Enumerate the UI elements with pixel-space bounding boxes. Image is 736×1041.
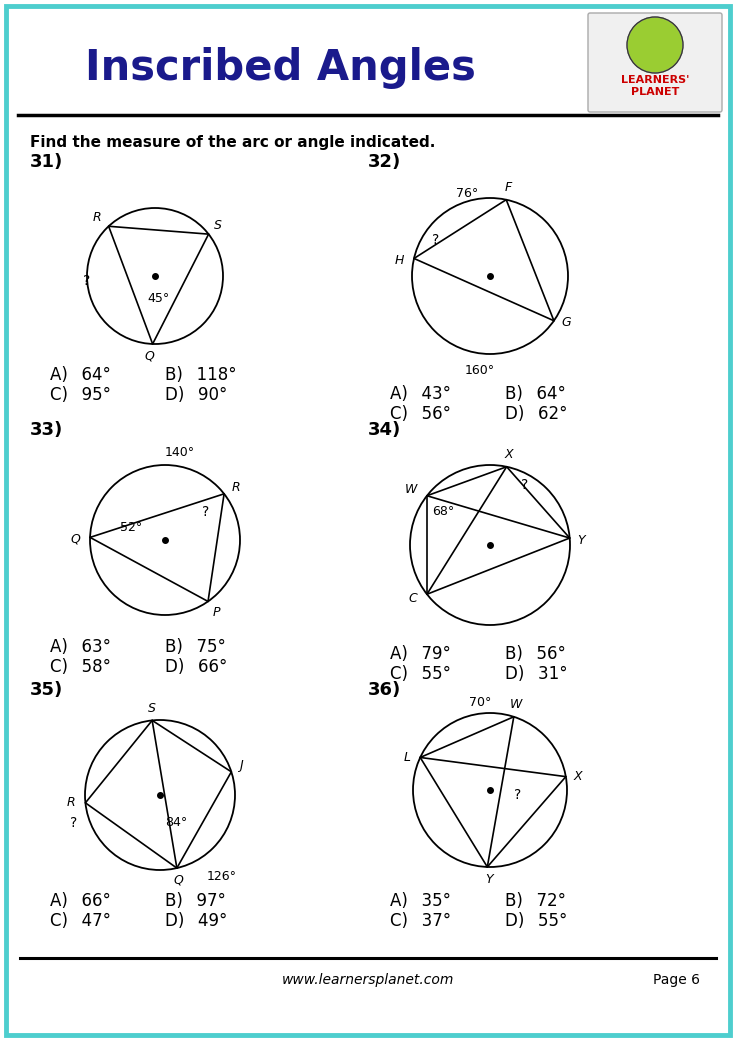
Text: 32): 32) [368,153,401,171]
Text: P: P [213,606,221,619]
Text: B)  97°: B) 97° [165,892,226,910]
Text: Y: Y [486,873,493,887]
Text: 52°: 52° [120,520,142,534]
Text: 36): 36) [368,681,401,699]
Text: B)  118°: B) 118° [165,366,237,384]
Text: Inscribed Angles: Inscribed Angles [85,47,475,88]
Text: Q: Q [145,350,155,362]
Text: 76°: 76° [456,187,478,200]
Text: D)  62°: D) 62° [505,405,567,423]
Text: S: S [148,702,156,715]
Text: A)  79°: A) 79° [390,645,451,663]
Text: ?: ? [432,233,439,248]
Text: G: G [562,316,572,329]
Text: LEARNERS': LEARNERS' [620,75,689,85]
Text: 68°: 68° [432,505,454,518]
Text: C)  37°: C) 37° [390,912,451,930]
Text: D)  90°: D) 90° [165,386,227,404]
Text: ?: ? [83,274,91,288]
Text: C)  95°: C) 95° [50,386,111,404]
Text: www.learnersplanet.com: www.learnersplanet.com [282,973,454,987]
Text: D)  31°: D) 31° [505,665,567,683]
Text: F: F [505,181,512,195]
Text: 140°: 140° [165,447,195,459]
Text: ?: ? [70,816,77,830]
Circle shape [627,17,683,73]
Text: Q: Q [70,533,80,545]
Text: Y: Y [578,534,585,547]
FancyBboxPatch shape [588,12,722,112]
Text: A)  43°: A) 43° [390,385,451,403]
Text: W: W [509,699,522,711]
Text: C: C [408,591,417,605]
Text: 84°: 84° [165,816,187,830]
Text: D)  66°: D) 66° [165,658,227,676]
Text: 126°: 126° [207,869,237,883]
Text: L: L [403,751,410,764]
Text: C)  58°: C) 58° [50,658,111,676]
Text: A)  66°: A) 66° [50,892,111,910]
Text: R: R [232,481,241,494]
Text: Page 6: Page 6 [653,973,700,987]
Text: C)  55°: C) 55° [390,665,451,683]
Text: H: H [394,254,404,266]
Text: C)  47°: C) 47° [50,912,111,930]
Text: D)  55°: D) 55° [505,912,567,930]
Text: 35): 35) [30,681,63,699]
Text: ?: ? [521,478,528,491]
Text: 34): 34) [368,421,401,439]
Text: 160°: 160° [465,363,495,377]
Text: S: S [213,219,222,232]
Text: X: X [504,449,513,461]
Text: W: W [405,483,417,497]
Text: B)  72°: B) 72° [505,892,566,910]
Text: A)  35°: A) 35° [390,892,451,910]
Text: A)  63°: A) 63° [50,638,111,656]
Text: C)  56°: C) 56° [390,405,451,423]
Text: B)  56°: B) 56° [505,645,566,663]
Text: R: R [67,796,75,809]
Text: PLANET: PLANET [631,87,679,97]
Text: 70°: 70° [470,696,492,709]
Text: B)  64°: B) 64° [505,385,566,403]
Text: R: R [93,210,102,224]
Text: 31): 31) [30,153,63,171]
Text: B)  75°: B) 75° [165,638,226,656]
Text: Find the measure of the arc or angle indicated.: Find the measure of the arc or angle ind… [30,135,436,151]
Text: 33): 33) [30,421,63,439]
Text: D)  49°: D) 49° [165,912,227,930]
Text: ?: ? [202,505,210,518]
Text: Q: Q [174,873,184,887]
Text: A)  64°: A) 64° [50,366,111,384]
Text: 45°: 45° [147,291,169,305]
Text: X: X [574,770,582,783]
Text: J: J [239,759,243,772]
Text: ?: ? [514,788,522,802]
